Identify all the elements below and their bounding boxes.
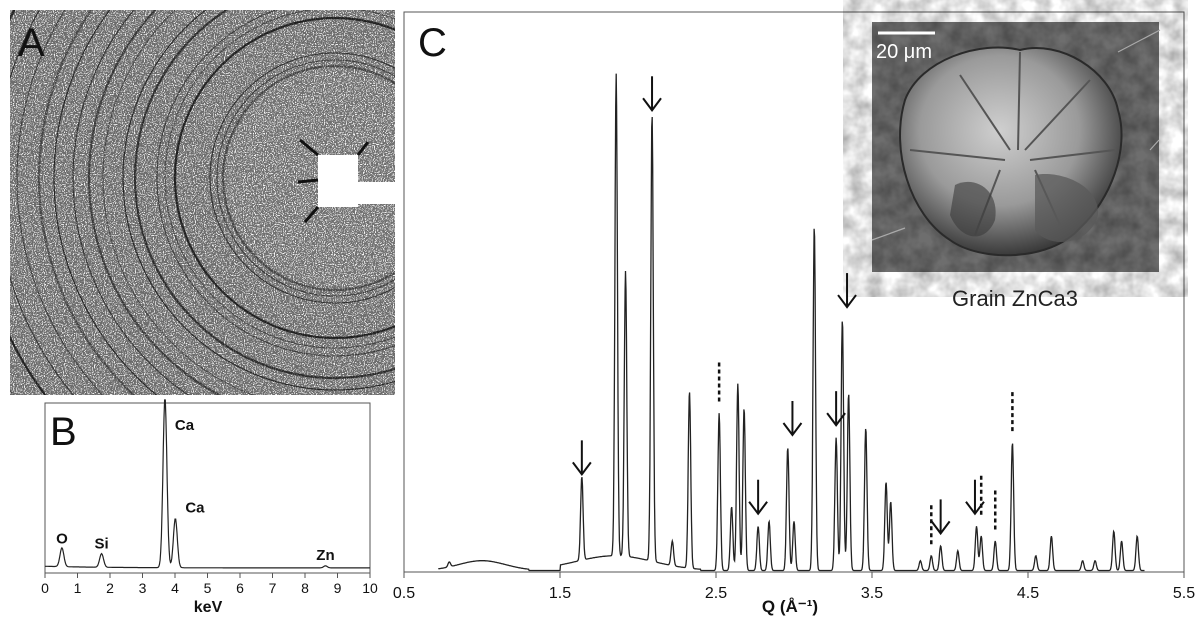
down-arrow-icon	[826, 391, 846, 427]
beam-stop-shadow	[297, 138, 370, 223]
eds-x-axis-label: keV	[194, 599, 223, 616]
eds-peak-label: Zn	[316, 547, 334, 564]
panel-a: A	[10, 10, 395, 395]
eds-tick-label: 2	[106, 580, 114, 596]
xrd-x-axis: 0.5 1.5 2.5 3.5 4.5 5.5	[393, 572, 1195, 602]
down-arrow-icon	[782, 401, 803, 437]
eds-spectrum-line	[45, 399, 370, 569]
beam-stop-arm	[355, 182, 395, 204]
down-arrow-icon	[748, 479, 768, 516]
eds-tick-label: 7	[269, 580, 277, 596]
scale-bar-label: 20 μm	[876, 41, 932, 63]
eds-peak-label: Si	[94, 535, 108, 552]
eds-tick-label: 8	[301, 580, 309, 596]
panel-c: 0.5 1.5 2.5 3.5 4.5 5.5 Q (Å⁻¹) C 20 μm Grain…	[393, 11, 1195, 616]
eds-tick-label: 1	[74, 580, 82, 596]
eds-peak-label: Ca	[175, 417, 195, 434]
panel-label-b: B	[50, 410, 77, 454]
xrd-pattern-line	[438, 73, 1145, 572]
eds-tick-label: 10	[362, 580, 378, 596]
arrow-head	[930, 520, 951, 536]
down-arrow-icon	[930, 499, 951, 536]
eds-peak-label: Ca	[185, 500, 205, 517]
arrow-head	[748, 501, 768, 516]
panel-label-c: C	[418, 21, 447, 65]
eds-tick-label: 5	[204, 580, 212, 596]
arrow-head	[826, 412, 846, 427]
eds-tick-label: 0	[41, 580, 49, 596]
eds-x-axis: 0 1 2 3 4 5 6 7 8 9 10	[41, 572, 378, 596]
down-arrow-icon	[837, 273, 857, 309]
arrow-head	[642, 97, 662, 112]
panel-label-a: A	[18, 21, 45, 65]
xrd-tick-label: 5.5	[1173, 585, 1195, 602]
xrd-tick-label: 2.5	[705, 585, 727, 602]
eds-tick-label: 9	[334, 580, 342, 596]
xrd-tick-label: 3.5	[861, 585, 883, 602]
foraminifera-grain	[871, 29, 1161, 257]
eds-tick-label: 3	[139, 580, 147, 596]
sem-inset: 20 μm Grain ZnCa3	[871, 22, 1161, 311]
down-arrow-icon	[642, 76, 662, 112]
xrd-tick-label: 1.5	[549, 585, 571, 602]
arrow-head	[837, 294, 857, 309]
eds-plot-frame	[44, 402, 371, 574]
inset-caption: Grain ZnCa3	[952, 286, 1078, 311]
arrow-head	[782, 422, 803, 437]
xrd-tick-label: 0.5	[393, 585, 415, 602]
xrd-x-axis-label: Q (Å⁻¹)	[762, 597, 818, 616]
beam-stop	[318, 155, 358, 207]
eds-tick-label: 6	[236, 580, 244, 596]
eds-peak-labels: O Si Ca Ca Zn	[56, 417, 335, 564]
panel-b: 0 1 2 3 4 5 6 7 8 9 10 O Si Ca Ca Zn keV B	[41, 399, 378, 616]
xrd-tick-label: 4.5	[1017, 585, 1039, 602]
down-arrow-icon	[572, 440, 592, 477]
eds-tick-label: 4	[171, 580, 179, 596]
arrow-head	[572, 461, 592, 477]
eds-peak-label: O	[56, 530, 68, 547]
xrd-peak-markers	[572, 76, 1014, 548]
